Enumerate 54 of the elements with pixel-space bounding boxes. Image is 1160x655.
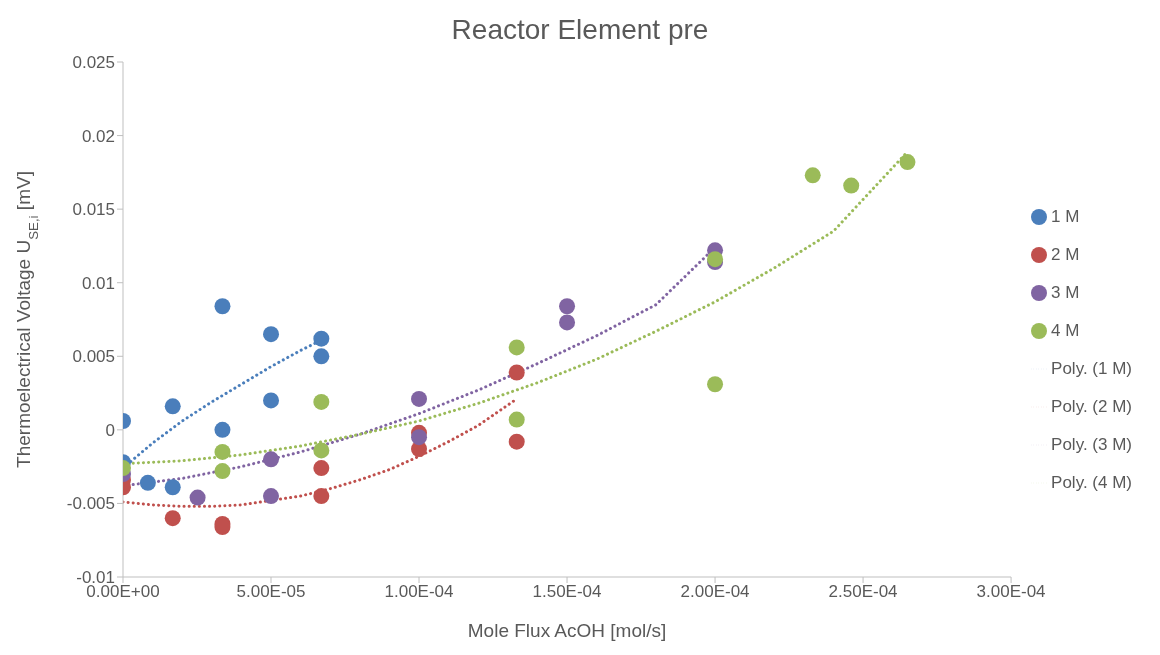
- y-tick-label: 0.015: [72, 200, 115, 220]
- point: [559, 298, 576, 315]
- point: [263, 488, 280, 505]
- point: [189, 489, 206, 506]
- point: [313, 460, 330, 477]
- point: [164, 398, 181, 415]
- point: [559, 314, 576, 331]
- point: [164, 510, 181, 527]
- point: [313, 442, 330, 459]
- point: [843, 177, 860, 194]
- y-tick-label: 0.025: [72, 53, 115, 73]
- y-tick-label: 0.02: [81, 126, 115, 146]
- x-tick-label: 3.00E-04: [976, 582, 1046, 602]
- legend-label: 2 M: [1051, 244, 1080, 264]
- point: [164, 479, 181, 496]
- x-tick-label: 2.00E-04: [680, 582, 750, 602]
- point: [263, 392, 280, 409]
- y-tick-label: 0.005: [72, 347, 115, 367]
- x-tick-label: 2.50E-04: [828, 582, 898, 602]
- point: [313, 330, 330, 347]
- x-tick-label: 1.50E-04: [532, 582, 602, 602]
- legend-label: Poly. (2 M): [1051, 396, 1132, 416]
- legend-label: Poly. (4 M): [1051, 472, 1132, 492]
- point: [139, 474, 156, 491]
- point: [313, 393, 330, 410]
- y-tick-label: 0: [105, 420, 115, 440]
- legend-label: 4 M: [1051, 320, 1080, 340]
- point: [707, 376, 724, 393]
- y-tick-label: -0.005: [66, 494, 115, 514]
- point: [263, 451, 280, 468]
- point: [214, 463, 231, 480]
- point: [804, 167, 821, 184]
- x-tick-label: 1.00E-04: [384, 582, 454, 602]
- point: [313, 488, 330, 505]
- legend-label: 3 M: [1051, 282, 1080, 302]
- point: [508, 411, 525, 428]
- point: [508, 364, 525, 381]
- x-axis-title: Mole Flux AcOH [mol/s]: [467, 620, 667, 641]
- point: [263, 326, 280, 343]
- point: [214, 298, 231, 315]
- point: [899, 154, 916, 171]
- chart-title: Reactor Element pre: [450, 13, 710, 47]
- x-tick-label: 5.00E-05: [236, 582, 306, 602]
- legend-label: Poly. (1 M): [1051, 358, 1132, 378]
- legend-label: 1 M: [1051, 206, 1080, 226]
- point: [508, 339, 525, 356]
- point: [411, 429, 428, 446]
- point: [411, 390, 428, 407]
- point: [508, 433, 525, 450]
- point: [313, 348, 330, 365]
- y-tick-label: 0.01: [81, 273, 115, 293]
- point: [214, 421, 231, 438]
- point: [214, 443, 231, 460]
- legend-label: Poly. (3 M): [1051, 434, 1132, 454]
